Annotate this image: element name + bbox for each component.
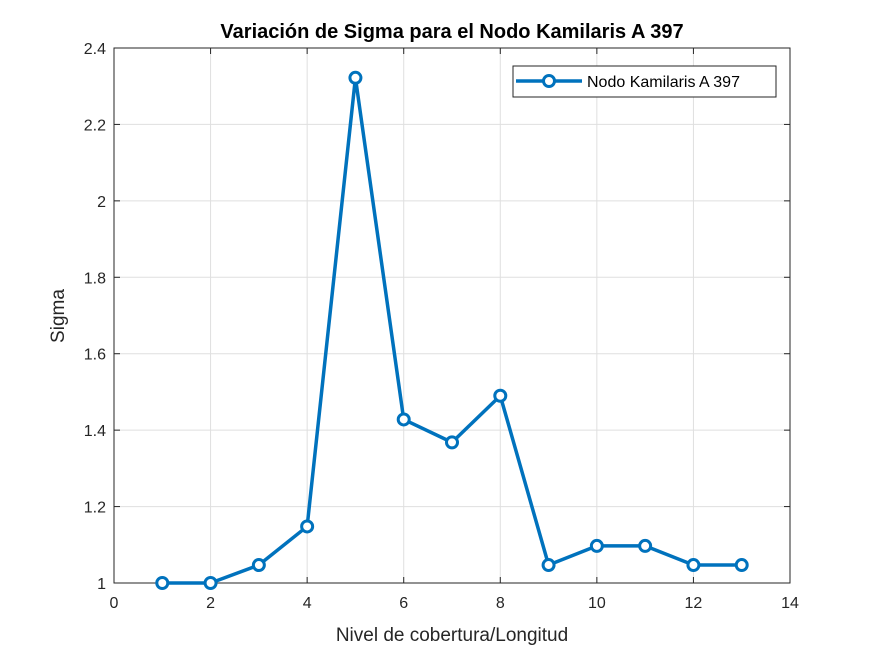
legend-label: Nodo Kamilaris A 397 — [587, 74, 740, 91]
data-point — [638, 538, 653, 553]
data-point — [541, 558, 556, 573]
y-tick-label: 2.4 — [84, 41, 106, 58]
y-tick-label: 1.8 — [84, 270, 106, 287]
x-tick-label: 12 — [685, 595, 703, 612]
x-tick-labels: 0 2 4 6 8 10 12 14 — [110, 595, 799, 612]
plot-area — [114, 48, 790, 583]
y-tick-label: 1.4 — [84, 423, 106, 440]
y-tick-label: 1.6 — [84, 347, 106, 364]
chart-title: Variación de Sigma para el Nodo Kamilari… — [220, 21, 683, 43]
x-axis-label: Nivel de cobertura/Longitud — [336, 625, 568, 646]
y-tick-label: 1 — [97, 576, 106, 593]
data-point — [734, 558, 749, 573]
x-tick-label: 4 — [303, 595, 312, 612]
x-tick-label: 2 — [206, 595, 215, 612]
data-point — [348, 70, 363, 85]
y-tick-labels: 1 1.2 1.4 1.6 1.8 2 2.2 2.4 — [84, 41, 106, 593]
series-group — [155, 70, 749, 590]
legend: Nodo Kamilaris A 397 — [512, 65, 777, 98]
data-point — [396, 412, 411, 427]
data-point — [445, 435, 459, 450]
y-tick-label: 2 — [97, 194, 106, 211]
y-axis-label: Sigma — [48, 289, 69, 343]
legend-marker — [542, 74, 556, 88]
y-tick-label: 2.2 — [84, 117, 106, 134]
y-tick-label: 1.2 — [84, 500, 106, 517]
data-point — [589, 538, 604, 553]
data-point — [686, 558, 701, 573]
data-point — [155, 576, 170, 590]
axes-box — [113, 47, 791, 584]
x-tick-label: 8 — [496, 595, 505, 612]
data-point — [203, 576, 218, 590]
data-point — [493, 388, 508, 403]
data-point — [300, 519, 315, 534]
x-tick-label: 10 — [588, 595, 606, 612]
x-tick-label: 14 — [781, 595, 799, 612]
data-point — [251, 558, 266, 573]
x-tick-label: 6 — [399, 595, 408, 612]
x-tick-label: 0 — [110, 595, 119, 612]
